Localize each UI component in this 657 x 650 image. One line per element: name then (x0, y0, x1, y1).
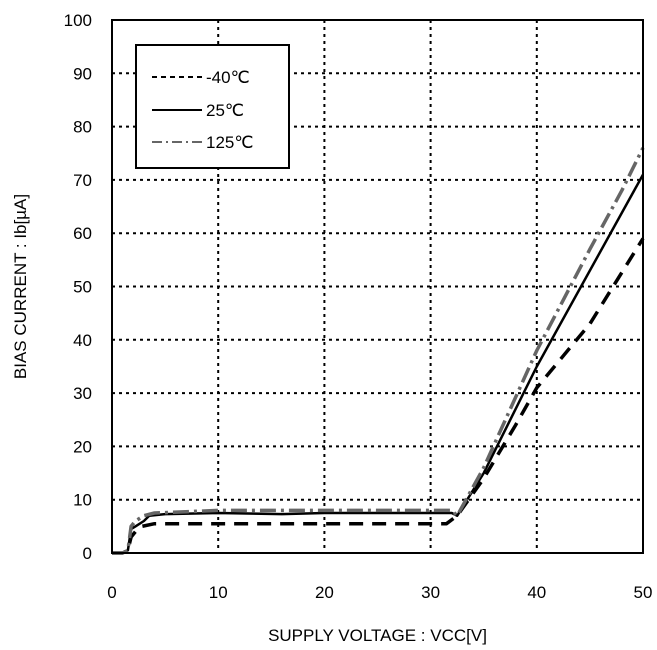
legend: -40℃ 25℃ 125℃ (135, 44, 290, 169)
series-line-2 (112, 147, 645, 555)
plot-frame (111, 19, 644, 554)
grid-lines (112, 20, 643, 553)
x-tick-label: 30 (421, 583, 440, 602)
y-tick-label: 0 (83, 544, 92, 563)
legend-label-1: 25℃ (206, 101, 244, 120)
y-tick-label: 40 (73, 331, 92, 350)
x-tick-label: 40 (527, 583, 546, 602)
legend-label-2: 125℃ (206, 133, 253, 152)
y-tick-label: 80 (73, 118, 92, 137)
legend-box (135, 44, 290, 169)
x-tick-label: 10 (209, 583, 228, 602)
legend-label-0: -40℃ (206, 68, 250, 87)
x-tick-label: 0 (107, 583, 116, 602)
tick-labels: 0 10 20 30 40 50 0 10 20 30 40 50 60 70 80 90 100 (64, 11, 653, 602)
x-axis-title: SUPPLY VOLTAGE : VCC[V] (268, 626, 487, 645)
y-tick-label: 90 (73, 64, 92, 83)
series-line-1 (112, 173, 645, 555)
y-tick-label: 50 (73, 278, 92, 297)
x-tick-label: 50 (634, 583, 653, 602)
series-lines (112, 147, 645, 555)
y-tick-label: 30 (73, 384, 92, 403)
y-tick-label: 20 (73, 437, 92, 456)
y-tick-label: 70 (73, 171, 92, 190)
y-axis-title: BIAS CURRENT : Ib[µA] (11, 194, 30, 379)
y-tick-label: 60 (73, 224, 92, 243)
y-tick-label: 10 (73, 491, 92, 510)
y-tick-label: 100 (64, 11, 92, 30)
x-tick-label: 20 (315, 583, 334, 602)
